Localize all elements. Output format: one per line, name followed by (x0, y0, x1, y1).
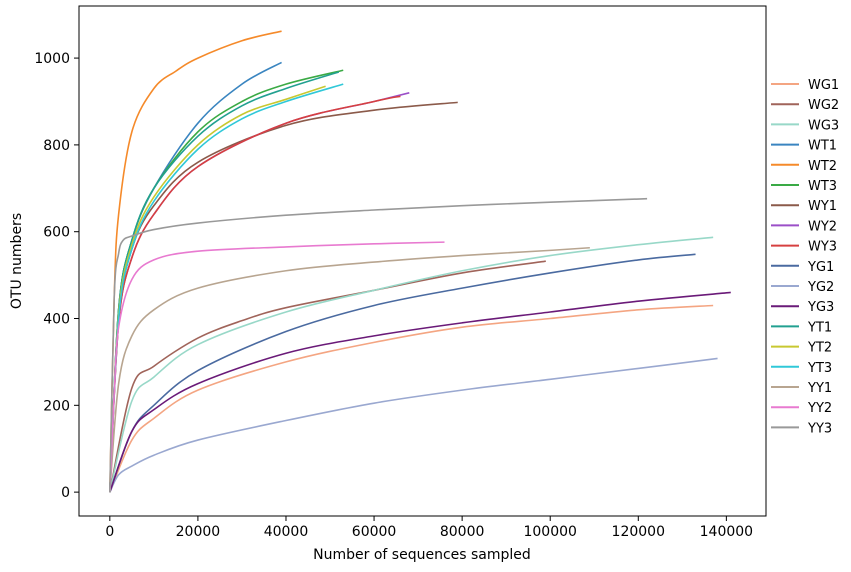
plot-area (109, 30, 731, 493)
x-axis-label: Number of sequences sampled (313, 547, 531, 563)
x-tick-label: 120000 (612, 524, 665, 540)
legend-label-yt1: YT1 (807, 320, 832, 335)
y-tick-label: 400 (43, 312, 70, 328)
plot-frame (78, 5, 767, 517)
series-line-wg3 (109, 236, 714, 493)
series-line-wg2 (109, 260, 546, 493)
x-tick-label: 0 (105, 524, 114, 540)
series-line-wg1 (109, 304, 714, 493)
legend-label-wt2: WT2 (808, 159, 837, 174)
series-line-yy1 (109, 246, 590, 493)
series-line-wy1 (109, 101, 458, 493)
legend-label-wy1: WY1 (808, 199, 837, 214)
legend-label-yy2: YY2 (807, 401, 832, 416)
legend-label-wy3: WY3 (808, 240, 837, 255)
legend-label-yt2: YT2 (807, 341, 832, 356)
legend-label-wg2: WG2 (808, 98, 839, 113)
legend-label-wg3: WG3 (808, 118, 839, 133)
legend-label-wg1: WG1 (808, 78, 839, 93)
x-tick-label: 80000 (440, 524, 485, 540)
x-tick-label: 60000 (352, 524, 397, 540)
legend-label-yy1: YY1 (807, 381, 832, 396)
y-tick-label: 800 (43, 138, 70, 154)
series-line-yg2 (109, 357, 718, 493)
y-axis-label: OTU numbers (9, 213, 25, 309)
series-line-yy2 (109, 241, 445, 493)
series-line-yt2 (109, 85, 326, 493)
y-tick-label: 200 (43, 398, 70, 414)
y-tick-label: 0 (61, 485, 70, 501)
legend-label-yg3: YG3 (807, 300, 834, 315)
legend-label-yg1: YG1 (807, 260, 834, 275)
legend-label-yy3: YY3 (807, 421, 832, 436)
axes: 0 20000 40000 60000 80000 100000 120000 140000 0… (34, 5, 767, 540)
x-tick-label: 20000 (176, 524, 221, 540)
x-tick-label: 140000 (700, 524, 753, 540)
legend-label-yg2: YG2 (807, 280, 834, 295)
series-line-yt3 (109, 83, 344, 493)
legend: WG1 WG2 WG3 WT1 WT2 WT3 WY1 WY2 WY3 YG1 YG2 YG3 YT1 Y… (771, 78, 839, 436)
legend-label-wy2: WY2 (808, 219, 837, 234)
series-line-wt2 (109, 30, 282, 493)
x-tick-label: 100000 (523, 524, 576, 540)
series-line-yg3 (109, 291, 731, 493)
y-tick-label: 1000 (34, 51, 70, 67)
x-tick-label: 40000 (264, 524, 309, 540)
series-line-yg1 (109, 253, 696, 493)
legend-label-wt1: WT1 (808, 139, 837, 154)
y-tick-label: 600 (43, 225, 70, 241)
legend-label-wt3: WT3 (808, 179, 837, 194)
legend-label-yt3: YT3 (807, 361, 832, 376)
series-line-yy3 (109, 197, 648, 493)
